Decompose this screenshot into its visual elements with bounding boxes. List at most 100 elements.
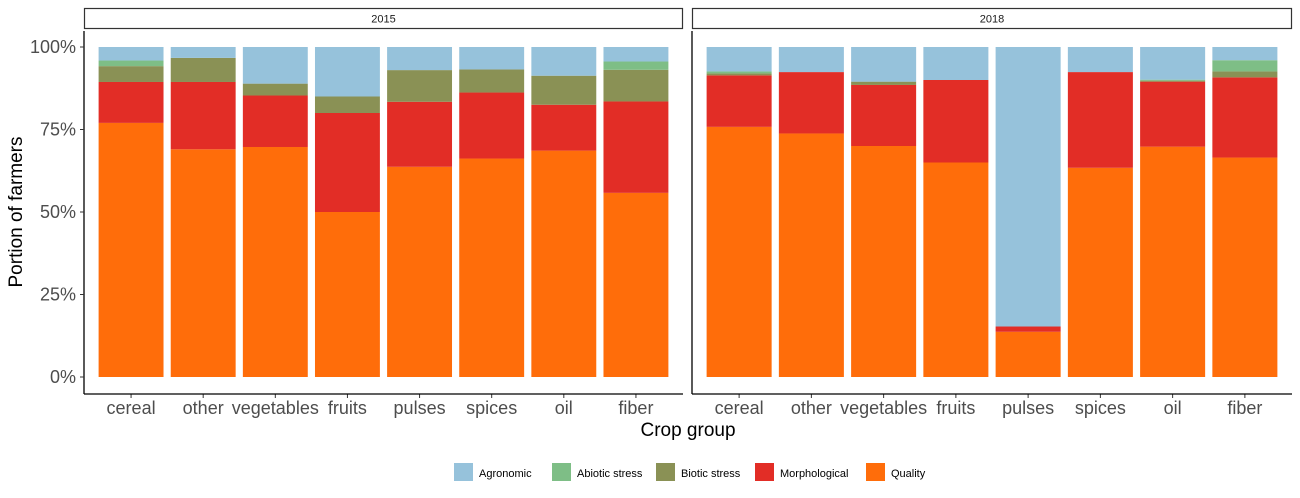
bar-segment-quality-oil [1140,146,1206,377]
bar-segment-biotic-stress-vegetables [851,81,917,85]
bars [98,47,669,378]
bar-segment-abiotic-stress-oil [1140,79,1206,81]
bar-segment-quality-pulses [995,331,1061,377]
legend-swatch [755,463,774,481]
x-axis-title: Crop group [640,420,735,441]
y-tick-label: 50% [40,202,76,222]
bar-segment-biotic-stress-fruits [314,96,380,113]
legend-swatch [656,463,675,481]
y-tick-label: 100% [30,37,76,57]
bar-segment-biotic-stress-fiber [1212,71,1278,78]
x-tick-label-fiber: fiber [618,398,653,418]
bar-segment-agronomic-other [778,47,844,73]
bar-segment-quality-fiber [1212,157,1278,377]
legend-item-morphological: Morphological [755,463,848,481]
legend-item-biotic-stress: Biotic stress [656,463,741,481]
bar-segment-quality-spices [459,158,525,377]
bar-segment-agronomic-vegetables [851,47,917,82]
x-tick-label-vegetables: vegetables [840,398,927,418]
legend-swatch [454,463,473,481]
bar-segment-abiotic-stress-fiber [1212,60,1278,72]
bar-segment-morphological-vegetables [851,84,917,146]
bar-segment-agronomic-pulses [387,47,453,71]
x-tick-label-fruits: fruits [328,398,367,418]
bar-segment-quality-cereal [98,122,164,378]
bar-segment-morphological-pulses [387,101,453,167]
legend: Agronomic Abiotic stress Biotic stress Morp… [454,463,926,481]
bar-segment-biotic-stress-cereal [98,66,164,82]
x-tick-label-pulses: pulses [1002,398,1054,418]
y-axis-title: Portion of farmers [6,137,27,288]
x-tick-label-pulses: pulses [394,398,446,418]
bar-segment-morphological-other [170,81,236,150]
bar-segment-abiotic-stress-cereal [706,71,772,74]
x-tick-label-oil: oil [555,398,573,418]
bar-segment-quality-cereal [706,126,772,377]
bar-segment-agronomic-fiber [1212,47,1278,61]
y-axis: 0% 25% 50% 75% 100% [30,37,84,387]
bar-segment-morphological-spices [1067,72,1133,168]
x-tick-label-cereal: cereal [107,398,156,418]
x-tick-label-vegetables: vegetables [232,398,319,418]
bar-segment-agronomic-spices [1067,47,1133,73]
panel-2018: 2018 cereal other vegetables fruits pulses spi… [691,7,1293,418]
bar-segment-biotic-stress-fiber [603,69,669,102]
x-tick-label-fiber: fiber [1227,398,1262,418]
bar-segment-agronomic-cereal [98,47,164,61]
bar-segment-quality-fiber [603,192,669,377]
bar-segment-agronomic-vegetables [242,47,308,84]
bar-segment-quality-other [778,133,844,377]
legend-label: Abiotic stress [577,468,643,480]
bar-segment-quality-fruits [314,212,380,377]
bar-segment-agronomic-cereal [706,47,772,72]
facet-strip-label: 2018 [980,14,1004,26]
x-tick-label-cereal: cereal [715,398,764,418]
bar-segment-morphological-fruits [314,113,380,212]
bar-segment-abiotic-stress-cereal [98,60,164,67]
bar-segment-biotic-stress-oil [1140,80,1206,82]
facet-strip-label: 2015 [371,14,395,26]
bar-segment-quality-spices [1067,167,1133,377]
legend-label: Quality [891,468,926,480]
bar-segment-agronomic-oil [1140,47,1206,80]
bar-segment-quality-oil [531,150,597,377]
facet-strip [83,7,684,30]
bar-segment-abiotic-stress-fiber [603,61,669,70]
legend-item-abiotic-stress: Abiotic stress [552,463,643,481]
y-tick-label: 0% [50,367,76,387]
bar-segment-morphological-fiber [1212,77,1278,158]
bar-segment-quality-vegetables [851,146,917,377]
bar-segment-agronomic-other [170,47,236,58]
legend-swatch [552,463,571,481]
x-tick-label-oil: oil [1164,398,1182,418]
x-tick-label-other: other [183,398,224,418]
bar-segment-biotic-stress-other [170,57,236,82]
bar-segment-morphological-oil [531,104,597,151]
bar-segment-agronomic-oil [531,47,597,76]
legend-item-quality: Quality [866,463,926,481]
x-tick-label-other: other [791,398,832,418]
x-tick-label-fruits: fruits [936,398,975,418]
bar-segment-quality-pulses [387,166,453,377]
bar-segment-agronomic-fruits [314,47,380,97]
y-tick-label: 75% [40,120,76,140]
bar-segment-morphological-fiber [603,101,669,193]
legend-label: Agronomic [479,468,532,480]
bar-segment-biotic-stress-cereal [706,73,772,76]
x-tick-label-spices: spices [466,398,517,418]
bar-segment-agronomic-fiber [603,47,669,62]
bar-segment-agronomic-pulses [995,47,1061,327]
x-tick-label-spices: spices [1075,398,1126,418]
bar-segment-morphological-fruits [923,80,989,163]
bar-segment-morphological-cereal [98,81,164,123]
legend-label: Biotic stress [681,468,741,480]
bar-segment-morphological-cereal [706,75,772,127]
bar-segment-biotic-stress-oil [531,75,597,105]
bar-segment-morphological-spices [459,92,525,159]
bar-segment-biotic-stress-vegetables [242,83,308,96]
facet-strip [691,7,1293,30]
bar-segment-morphological-other [778,72,844,134]
bar-segment-biotic-stress-pulses [387,70,453,102]
bar-segment-morphological-vegetables [242,95,308,147]
